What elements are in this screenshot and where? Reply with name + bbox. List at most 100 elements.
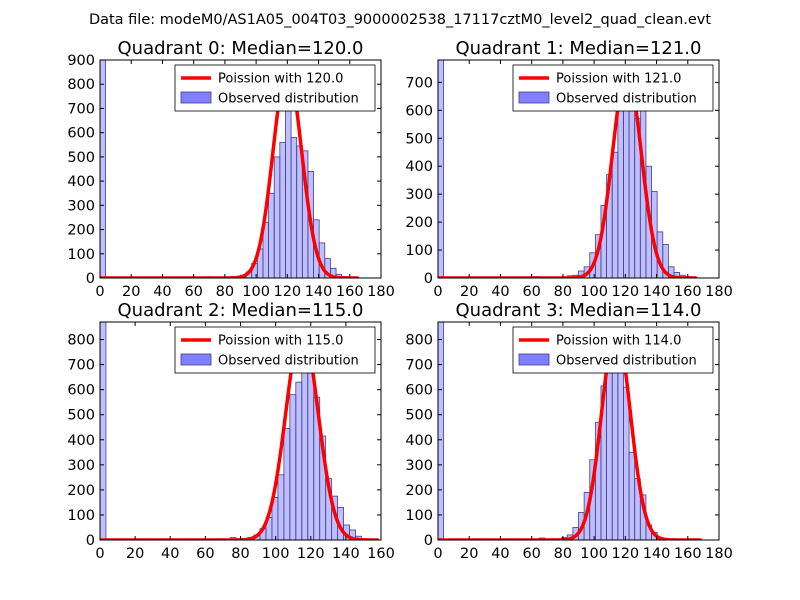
y-tick-label: 400 — [67, 433, 95, 449]
histogram-bar — [606, 365, 613, 540]
histogram-bar — [617, 104, 624, 278]
histogram-bar — [307, 369, 315, 540]
histogram-bar — [273, 156, 281, 278]
legend-label-curve: Poission with 120.0 — [218, 72, 343, 87]
subplot-title: Quadrant 1: Median=121.0 — [456, 38, 702, 59]
subplot-quadrant-2: 0 20 40 60 80 100 120 140 160 0 100 200 300 400 500 600… — [67, 300, 395, 562]
x-tick-label: 60 — [196, 546, 214, 562]
x-tick-label: 100 — [262, 546, 290, 562]
axes-frame — [99, 59, 382, 279]
x-tick-label: 160 — [336, 284, 364, 300]
histogram-bar — [279, 141, 286, 278]
x-tick-label: 80 — [216, 284, 234, 300]
y-tick-label: 300 — [405, 458, 433, 474]
legend-label-bars: Observed distribution — [218, 354, 359, 369]
x-tick-label: 20 — [460, 284, 478, 300]
x-tick-label: 180 — [367, 284, 395, 300]
x-tick-label: 0 — [433, 546, 442, 562]
histogram-bar — [628, 107, 636, 278]
x-tick-label: 160 — [367, 546, 395, 562]
histogram-bar — [301, 371, 309, 540]
x-tick-label: 80 — [554, 284, 572, 300]
x-tick-label: 40 — [153, 284, 171, 300]
x-tick-label: 60 — [184, 284, 202, 300]
y-tick-label: 300 — [67, 458, 95, 474]
legend-bar-swatch — [180, 353, 212, 366]
y-tick-label: 200 — [67, 483, 95, 499]
y-tick-label: 200 — [405, 483, 433, 499]
histogram-bar — [285, 110, 292, 278]
x-tick-label: 100 — [580, 284, 608, 300]
y-tick-label: 800 — [67, 77, 95, 93]
legend-label-curve: Poission with 121.0 — [556, 72, 681, 87]
subplot-title: Quadrant 3: Median=114.0 — [456, 300, 702, 321]
axes-frame — [437, 59, 720, 279]
x-tick-label: 120 — [273, 284, 301, 300]
histogram-bar — [628, 451, 636, 540]
x-tick-label: 60 — [522, 284, 540, 300]
subplot-quadrant-1: 0 20 40 60 80 100 120 140 160 1800100200300400500… — [405, 38, 733, 300]
histogram-bar — [611, 349, 619, 540]
axes-frame — [437, 321, 720, 541]
x-tick-label: 0 — [433, 284, 442, 300]
x-tick-label: 180 — [705, 546, 733, 562]
y-tick-label: 200 — [405, 215, 433, 231]
x-tick-label: 160 — [674, 546, 702, 562]
y-tick-label: 400 — [67, 174, 95, 190]
y-tick-label: 200 — [67, 223, 95, 239]
x-tick-label: 100 — [580, 546, 608, 562]
histogram-bar — [277, 474, 285, 540]
x-tick-label: 120 — [297, 546, 325, 562]
histogram-bar — [100, 60, 107, 278]
y-tick-label: 700 — [405, 358, 433, 374]
legend-frame — [512, 326, 714, 374]
x-tick-label: 0 — [95, 284, 104, 300]
x-tick-label: 20 — [126, 546, 144, 562]
legend: Poission with 114.0 Observed distribution — [512, 326, 714, 374]
x-tick-label: 120 — [611, 284, 639, 300]
histogram-bar — [296, 145, 303, 278]
x-tick-label: 140 — [332, 546, 360, 562]
y-tick-label: 600 — [67, 383, 95, 399]
histogram-bar — [268, 192, 275, 278]
subplot-quadrant-3: 0 20 40 60 80 100 120 140 160 1800100200300400500… — [405, 300, 733, 562]
histogram-bar — [283, 428, 291, 540]
y-tick-label: 500 — [405, 131, 433, 147]
legend: Poission with 121.0 Observed distribution — [512, 64, 714, 112]
histogram-bar — [438, 322, 445, 540]
legend-bar-swatch — [180, 91, 212, 104]
y-tick-label: 700 — [67, 358, 95, 374]
histogram-bar — [295, 381, 303, 540]
x-tick-label: 60 — [522, 546, 540, 562]
x-tick-label: 40 — [161, 546, 179, 562]
x-tick-label: 80 — [231, 546, 249, 562]
y-tick-label: 100 — [405, 243, 433, 259]
y-tick-label: 800 — [67, 333, 95, 349]
y-tick-label: 0 — [86, 271, 95, 287]
y-tick-label: 900 — [67, 53, 95, 69]
y-tick-label: 0 — [424, 271, 433, 287]
subplot-title: Quadrant 0: Median=120.0 — [118, 38, 364, 59]
y-tick-label: 400 — [405, 433, 433, 449]
x-tick-label: 140 — [305, 284, 333, 300]
histogram-bar — [611, 151, 619, 278]
histogram-bar — [100, 322, 107, 540]
x-tick-label: 140 — [643, 546, 671, 562]
legend-bar-swatch — [518, 91, 550, 104]
histogram-bar — [290, 137, 298, 278]
x-tick-label: 100 — [242, 284, 270, 300]
y-tick-label: 700 — [405, 75, 433, 91]
histogram-bar — [623, 87, 630, 278]
x-tick-label: 20 — [122, 284, 140, 300]
subplot-quadrant-0: 0 20 40 60 80 100 120 140 160 1800100200300400500… — [67, 38, 395, 300]
y-tick-label: 500 — [405, 408, 433, 424]
x-tick-label: 40 — [491, 284, 509, 300]
x-tick-label: 140 — [643, 284, 671, 300]
y-tick-label: 100 — [67, 508, 95, 524]
x-tick-label: 20 — [460, 546, 478, 562]
figure-suptitle: Data file: modeM0/AS1A05_004T03_90000025… — [89, 12, 711, 28]
x-tick-label: 40 — [491, 546, 509, 562]
y-tick-label: 400 — [405, 159, 433, 175]
y-tick-label: 800 — [405, 333, 433, 349]
y-tick-label: 600 — [405, 103, 433, 119]
